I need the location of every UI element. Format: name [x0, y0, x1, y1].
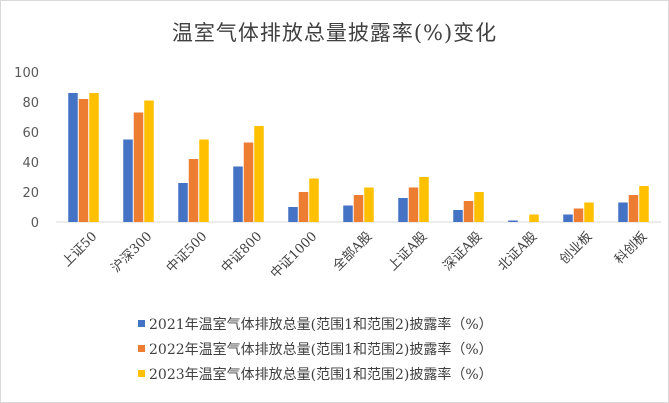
plot-area: 0 20 40 60 80 100 上证50 沪深300 中证500 中证800 中证1000 全部A… [14, 66, 661, 282]
y-tick-label: 0 [31, 216, 39, 231]
x-tick-label: 沪深300 [108, 229, 155, 276]
legend-swatch [138, 320, 145, 327]
bar [419, 177, 429, 222]
bar [364, 187, 374, 222]
bar [398, 198, 408, 222]
bar [123, 139, 133, 222]
x-tick-label: 北证A股 [496, 229, 541, 274]
legend-item: 2021年温室气体排放总量(范围1和范围2)披露率（%） [138, 311, 493, 336]
bar [529, 214, 539, 222]
bar [89, 93, 99, 222]
y-tick-label: 80 [22, 96, 39, 111]
x-tick-label: 科创板 [612, 229, 650, 267]
bar [288, 207, 298, 222]
bar [343, 205, 353, 222]
bar [463, 201, 474, 222]
bar [298, 192, 309, 222]
bar [133, 112, 144, 222]
bar [353, 195, 364, 222]
x-tick-label: 创业板 [557, 229, 595, 267]
bar [233, 166, 243, 222]
legend-label: 2023年温室气体排放总量(范围1和范围2)披露率（%） [149, 366, 493, 383]
bar [199, 139, 209, 222]
bar [408, 187, 419, 222]
bar [309, 178, 319, 222]
bar [78, 99, 89, 222]
bar [584, 202, 594, 222]
x-tick-label: 上证50 [60, 229, 101, 270]
bar [243, 142, 254, 222]
chart-title: 温室气体排放总量披露率(%)变化 [171, 21, 498, 45]
x-tick-label: 上证A股 [386, 229, 431, 274]
legend-label: 2021年温室气体排放总量(范围1和范围2)披露率（%） [149, 316, 493, 333]
bar [508, 220, 518, 222]
y-tick-label: 60 [22, 126, 39, 141]
bar [144, 100, 154, 222]
bar [188, 159, 199, 222]
legend: 2021年温室气体排放总量(范围1和范围2)披露率（%） 2022年温室气体排放总… [138, 311, 493, 386]
y-tick-label: 40 [22, 156, 39, 171]
x-tick-label: 中证1000 [268, 229, 320, 281]
x-tick-label: 中证800 [219, 229, 266, 276]
bar [178, 183, 188, 222]
x-tick-label: 全部A股 [330, 229, 376, 275]
legend-label: 2022年温室气体排放总量(范围1和范围2)披露率（%） [149, 341, 493, 358]
x-tick-label: 中证500 [164, 229, 211, 276]
legend-swatch [138, 345, 145, 352]
bar [573, 208, 584, 222]
legend-item: 2023年温室气体排放总量(范围1和范围2)披露率（%） [138, 361, 493, 386]
bar [254, 126, 264, 222]
legend-swatch [138, 370, 145, 377]
y-tick-label: 20 [22, 186, 39, 201]
x-tick-label: 深证A股 [441, 229, 486, 274]
bar [628, 195, 639, 222]
bar [639, 186, 649, 222]
bar [474, 192, 484, 222]
bar [68, 93, 78, 222]
bar [563, 214, 573, 222]
bar [618, 202, 628, 222]
legend-item: 2022年温室气体排放总量(范围1和范围2)披露率（%） [138, 336, 493, 361]
bar [453, 210, 463, 222]
y-tick-label: 100 [14, 66, 39, 81]
